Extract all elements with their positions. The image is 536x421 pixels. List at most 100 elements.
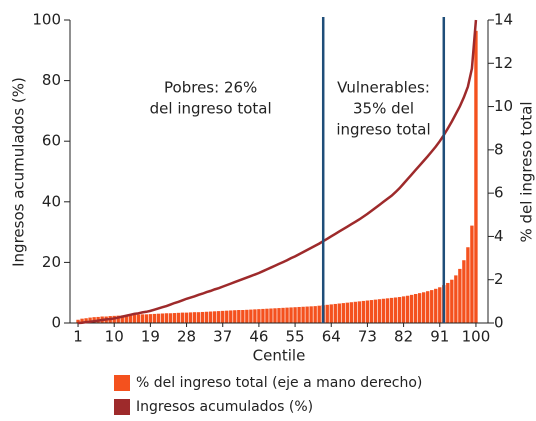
bar bbox=[293, 307, 297, 323]
bar bbox=[128, 314, 132, 323]
legend-label: Ingresos acumulados (%) bbox=[136, 399, 313, 415]
x-tick-label: 100 bbox=[462, 328, 491, 346]
bar bbox=[409, 294, 414, 323]
y2-tick-label: 14 bbox=[494, 11, 513, 29]
bar bbox=[208, 311, 213, 323]
bar bbox=[361, 300, 366, 323]
bar bbox=[76, 319, 80, 323]
x-tick-label: 1 bbox=[73, 328, 83, 346]
bar bbox=[88, 317, 92, 323]
bar bbox=[470, 225, 474, 323]
bar bbox=[369, 300, 374, 323]
bar bbox=[373, 299, 378, 323]
bar bbox=[438, 287, 442, 323]
bar bbox=[446, 282, 450, 323]
bar bbox=[474, 30, 478, 323]
y2-tick-label: 12 bbox=[494, 54, 513, 72]
annotation: Pobres: 26% bbox=[164, 79, 257, 97]
bar bbox=[144, 314, 149, 323]
y-axis-title: Ingresos acumulados (%) bbox=[10, 77, 28, 267]
bar bbox=[297, 306, 301, 323]
bar bbox=[140, 314, 145, 323]
bar bbox=[257, 309, 261, 323]
y-tick-label: 40 bbox=[42, 192, 61, 210]
bar bbox=[337, 303, 341, 323]
bar bbox=[213, 311, 217, 323]
bar bbox=[285, 307, 289, 323]
x-axis-title: Centile bbox=[253, 347, 306, 365]
legend-swatch bbox=[114, 399, 130, 415]
x-tick-label: 82 bbox=[394, 328, 413, 346]
bar bbox=[462, 260, 466, 323]
y2-tick-label: 4 bbox=[494, 227, 504, 245]
bar bbox=[434, 288, 438, 323]
bar bbox=[265, 308, 269, 323]
bar bbox=[273, 308, 277, 323]
bar bbox=[124, 315, 128, 323]
y-tick-label: 60 bbox=[42, 132, 61, 150]
bar bbox=[164, 313, 169, 323]
bar bbox=[345, 302, 350, 323]
bar bbox=[381, 298, 386, 323]
annotation: 35% del bbox=[353, 100, 414, 118]
bar bbox=[176, 312, 181, 323]
bar bbox=[152, 313, 157, 323]
bar bbox=[309, 306, 313, 323]
bar bbox=[317, 305, 321, 323]
bar bbox=[184, 312, 189, 323]
y2-axis-title: % del ingreso total bbox=[518, 101, 536, 242]
bar bbox=[389, 297, 394, 323]
x-tick-label: 19 bbox=[141, 328, 160, 346]
line bbox=[77, 19, 478, 325]
bar bbox=[229, 310, 233, 323]
x-tick-label: 10 bbox=[105, 328, 124, 346]
bar bbox=[454, 275, 458, 323]
bar bbox=[188, 312, 193, 323]
bar bbox=[430, 290, 434, 323]
bar bbox=[241, 310, 245, 323]
annotation: Vulnerables: bbox=[337, 79, 430, 97]
bar bbox=[168, 313, 173, 323]
y-tick-label: 20 bbox=[42, 253, 61, 271]
bar bbox=[245, 309, 249, 323]
bar bbox=[136, 314, 141, 323]
y2-tick-label: 8 bbox=[494, 140, 504, 158]
bar bbox=[385, 298, 390, 323]
bar bbox=[269, 308, 273, 323]
bar bbox=[237, 310, 241, 323]
bar bbox=[422, 292, 426, 323]
bar bbox=[277, 308, 281, 323]
y2-tick-label: 6 bbox=[494, 184, 504, 202]
bar bbox=[84, 318, 88, 323]
bar bbox=[417, 293, 422, 323]
bar bbox=[156, 313, 161, 323]
legend-label: % del ingreso total (eje a mano derecho) bbox=[136, 375, 422, 391]
bar bbox=[426, 291, 430, 323]
bar bbox=[353, 301, 358, 323]
y-tick-label: 100 bbox=[32, 11, 61, 29]
bar bbox=[393, 297, 398, 323]
y2-tick-label: 10 bbox=[494, 97, 513, 115]
bar bbox=[233, 310, 237, 323]
bar bbox=[160, 313, 165, 323]
x-tick-label: 91 bbox=[430, 328, 449, 346]
bar bbox=[120, 315, 124, 323]
bar bbox=[450, 279, 454, 323]
bar bbox=[196, 312, 201, 323]
x-tick-label: 64 bbox=[322, 328, 341, 346]
bar bbox=[80, 318, 84, 323]
bar bbox=[397, 297, 402, 323]
annotation: del ingreso total bbox=[150, 100, 272, 118]
bar bbox=[261, 308, 265, 323]
bar bbox=[225, 310, 229, 323]
bar bbox=[305, 306, 309, 323]
y-tick-label: 80 bbox=[42, 71, 61, 89]
bar bbox=[357, 301, 362, 323]
bar bbox=[401, 296, 406, 323]
bar bbox=[204, 311, 209, 323]
y2-tick-label: 2 bbox=[494, 270, 504, 288]
bar bbox=[349, 302, 354, 323]
bar bbox=[217, 311, 221, 323]
bar bbox=[172, 313, 177, 323]
